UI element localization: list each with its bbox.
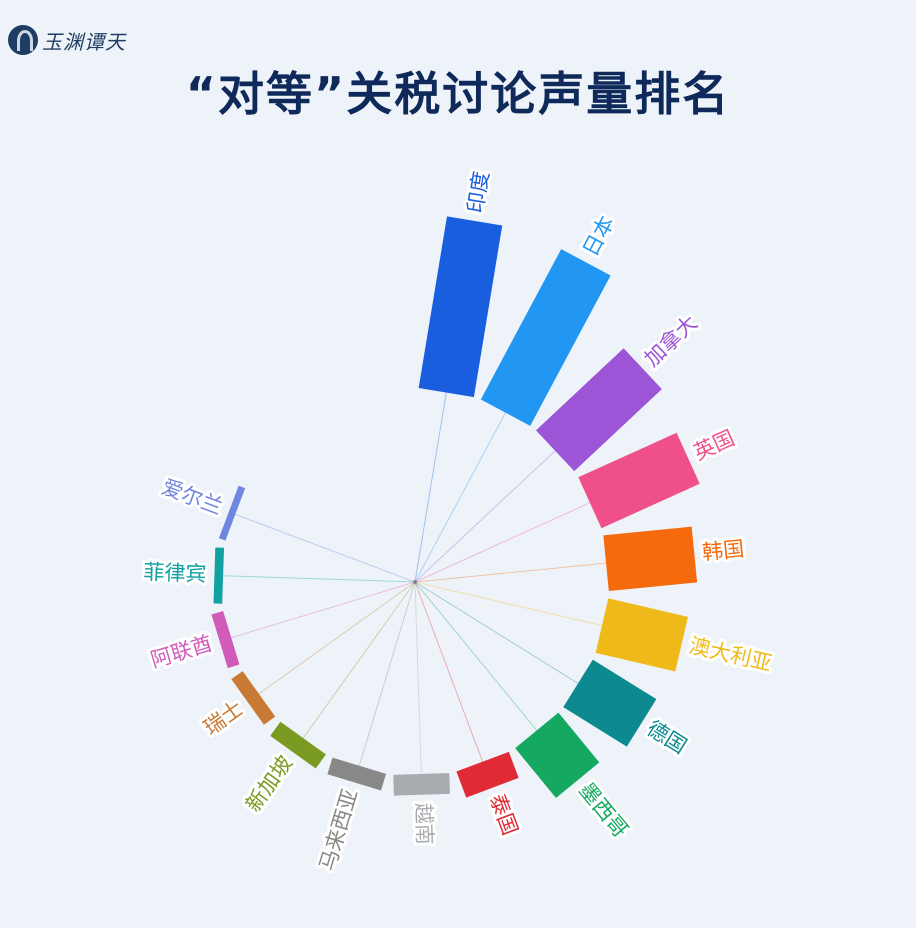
bar-label: 泰国 — [485, 791, 522, 839]
bar-label: 马来西亚 — [315, 786, 362, 873]
bar-12 — [231, 671, 276, 725]
bar-label: 德国 — [643, 716, 691, 759]
bar-label: 韩国 — [701, 537, 745, 565]
spoke-line — [358, 581, 416, 766]
spoke-line — [231, 581, 416, 639]
bar-label: 墨西哥 — [574, 778, 633, 842]
bar-15 — [218, 485, 246, 541]
bar-0 — [418, 216, 503, 398]
bar-label: 阿联酋 — [148, 631, 215, 672]
bar-4 — [603, 526, 698, 592]
bar-label: 印度 — [463, 169, 494, 214]
spoke-line — [414, 581, 603, 627]
spoke-line — [414, 392, 447, 583]
bar-label: 英国 — [690, 426, 738, 465]
spoke-line — [223, 575, 416, 583]
spoke-line — [414, 581, 484, 762]
bar-label: 澳大利亚 — [687, 633, 774, 675]
logo-icon — [8, 25, 38, 55]
center-dot — [413, 580, 417, 584]
spoke-line — [258, 581, 416, 695]
spoke-line — [414, 562, 607, 583]
bar-9 — [393, 772, 450, 796]
bar-6 — [563, 659, 657, 747]
spoke-line — [414, 581, 422, 774]
bar-14 — [213, 547, 225, 604]
spoke-line — [414, 581, 579, 684]
bar-11 — [270, 721, 326, 769]
bar-label: 越南 — [411, 802, 436, 845]
spoke-line — [414, 450, 556, 583]
spoke-line — [414, 502, 591, 583]
bar-label: 日本 — [578, 212, 619, 260]
bar-5 — [595, 598, 688, 672]
bar-10 — [327, 757, 387, 791]
spoke-line — [414, 581, 538, 731]
bar-label: 爱尔兰 — [158, 475, 225, 520]
bar-label: 菲律宾 — [143, 560, 207, 586]
spoke-line — [414, 412, 506, 583]
bar-3 — [578, 432, 700, 529]
bar-2 — [535, 348, 662, 472]
chart-title: “对等”关税讨论声量排名 — [185, 67, 731, 121]
logo: 玉渊谭天 — [8, 25, 126, 55]
bar-13 — [211, 610, 240, 669]
spoke-line — [302, 581, 416, 739]
bar-label: 瑞士 — [199, 696, 247, 740]
bar-label: 加拿大 — [640, 311, 702, 372]
bar-7 — [515, 712, 600, 798]
bar-1 — [480, 249, 611, 426]
bar-8 — [456, 751, 519, 798]
logo-text: 玉渊谭天 — [42, 29, 126, 54]
spoke-line — [235, 513, 416, 583]
bar-label: 新加坡 — [241, 751, 297, 816]
